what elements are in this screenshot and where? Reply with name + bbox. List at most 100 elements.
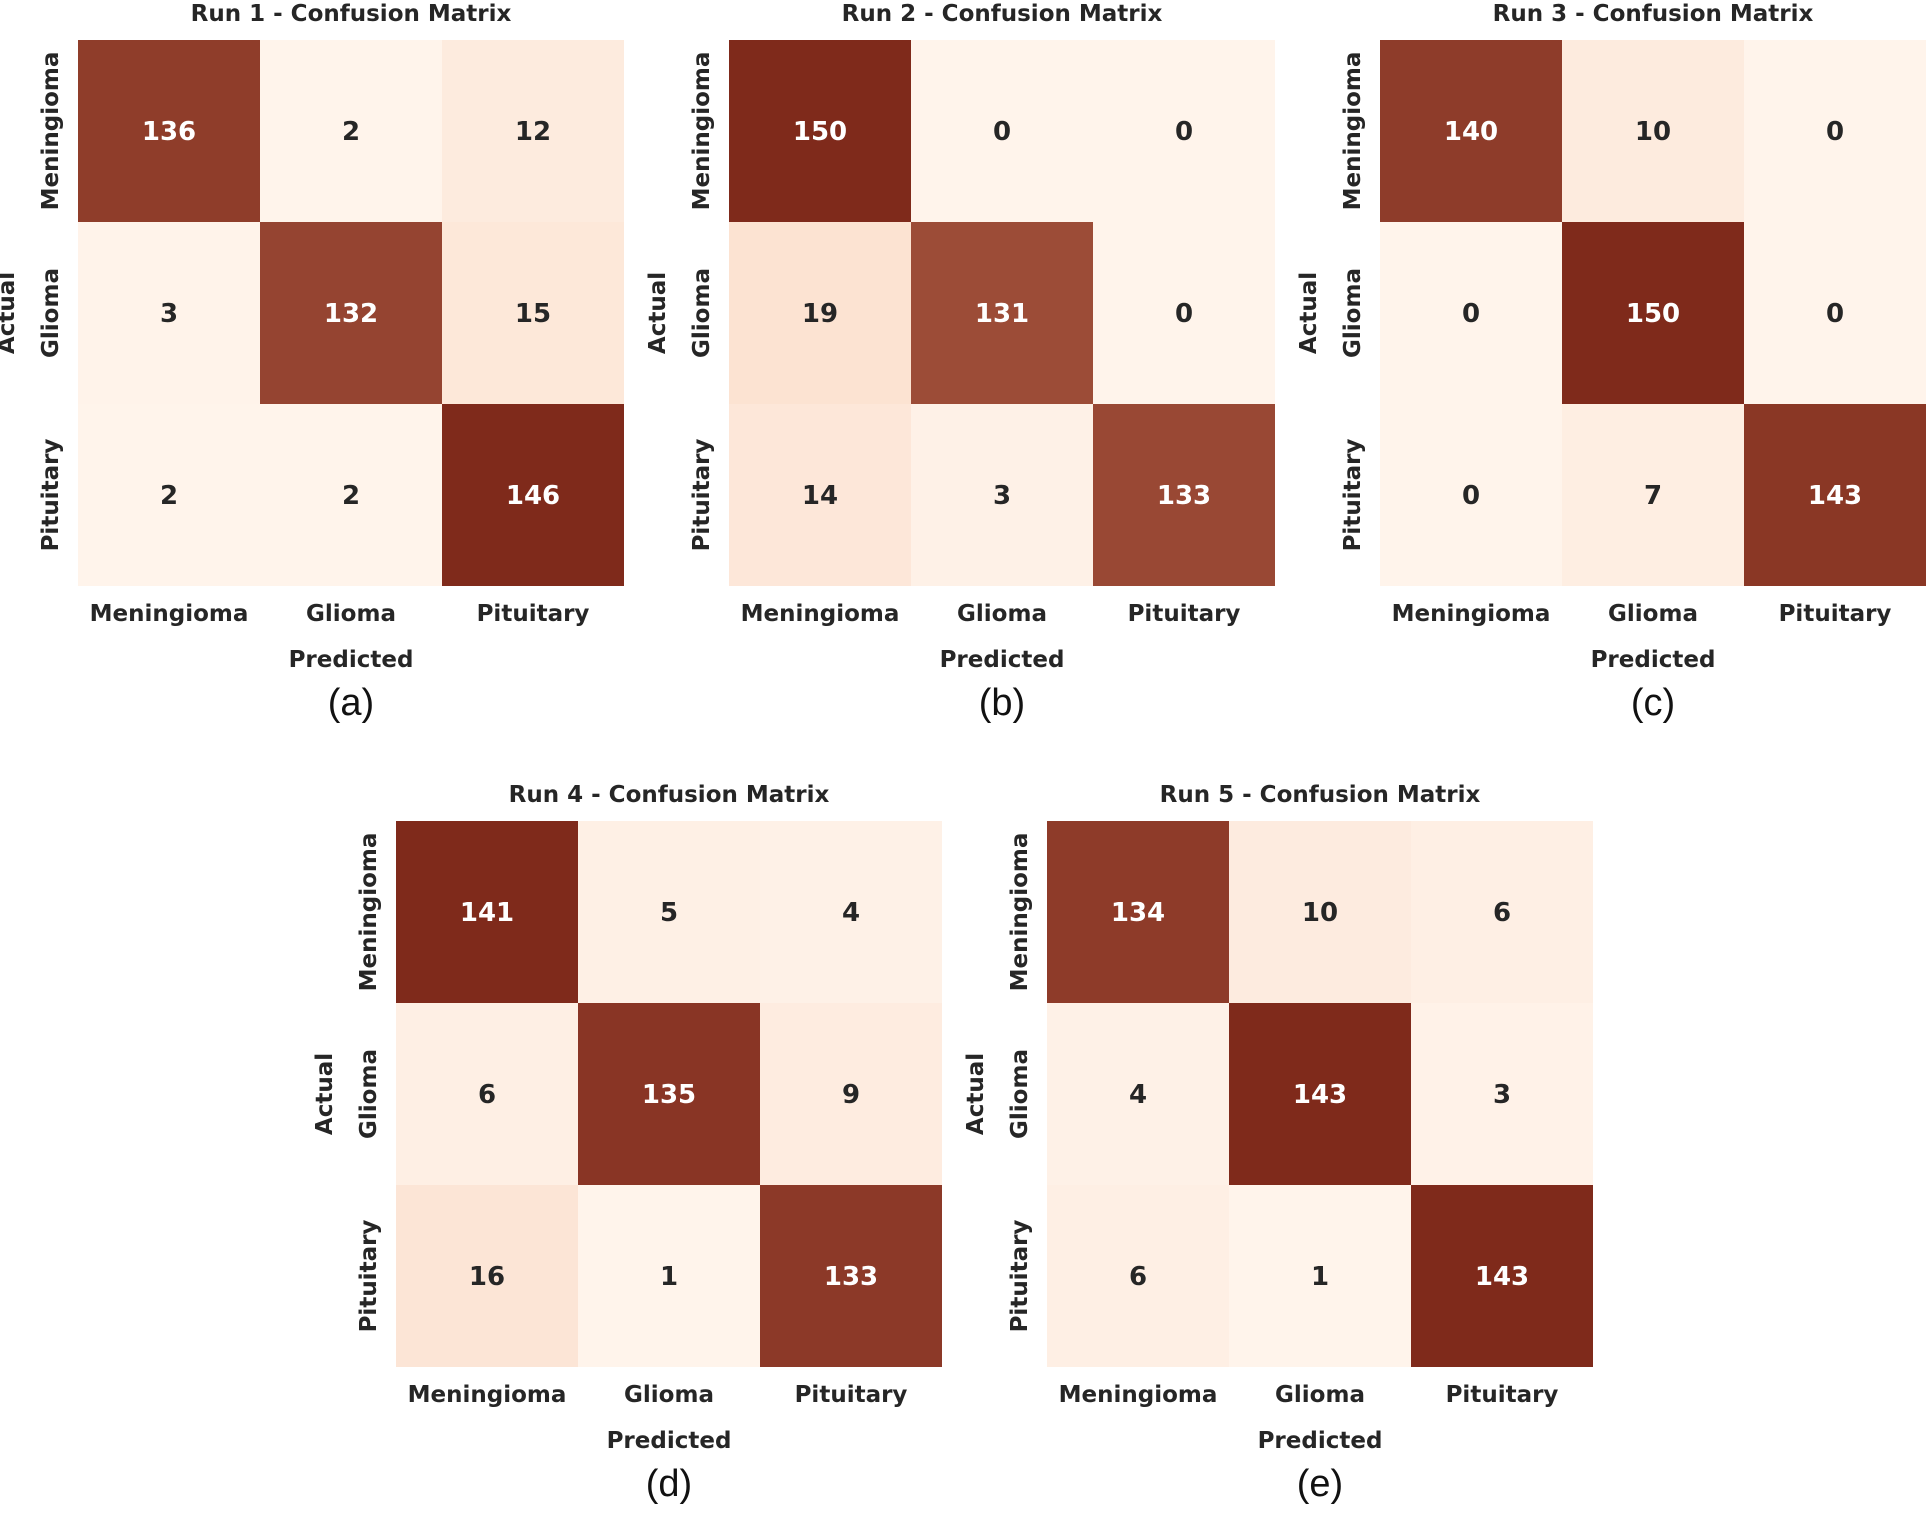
cell-value: 134 bbox=[1111, 898, 1165, 928]
cell-value: 140 bbox=[1444, 117, 1498, 147]
panel-letter: (a) bbox=[328, 682, 374, 724]
heatmap-cell bbox=[78, 404, 260, 586]
panel-title: Run 1 - Confusion Matrix bbox=[191, 1, 512, 27]
x-tick-label: Pituitary bbox=[477, 601, 590, 627]
panel-letter: (c) bbox=[1631, 682, 1675, 724]
heatmap-cell bbox=[911, 40, 1093, 222]
heatmap-cell bbox=[1380, 404, 1562, 586]
cell-value: 143 bbox=[1808, 481, 1862, 511]
cell-value: 131 bbox=[975, 299, 1029, 329]
cell-value: 135 bbox=[642, 1080, 696, 1110]
heatmap-cell bbox=[78, 40, 260, 222]
cell-value: 2 bbox=[342, 117, 360, 147]
cell-value: 150 bbox=[1626, 299, 1680, 329]
heatmap-cell bbox=[760, 1185, 942, 1367]
cell-value: 2 bbox=[160, 481, 178, 511]
panel-title: Run 4 - Confusion Matrix bbox=[509, 782, 830, 808]
panel-2: Run 2 - Confusion Matrix 150 0 0 19 131 0 14 3 13… bbox=[645, 1, 1275, 724]
heatmap-cell bbox=[1562, 404, 1744, 586]
heatmap-cell bbox=[1093, 40, 1275, 222]
x-tick-label: Glioma bbox=[957, 601, 1047, 627]
cell-value: 150 bbox=[793, 117, 847, 147]
heatmap-cell bbox=[396, 1003, 578, 1185]
heatmap-cell bbox=[1744, 222, 1926, 404]
heatmap-cell bbox=[1229, 1185, 1411, 1367]
heatmap-cell bbox=[1229, 821, 1411, 1003]
cell-value: 143 bbox=[1475, 1262, 1529, 1292]
y-tick-label: Meningioma bbox=[1007, 833, 1033, 992]
y-tick-label: Meningioma bbox=[356, 833, 382, 992]
heatmap-cell bbox=[1411, 1185, 1593, 1367]
panel-title: Run 3 - Confusion Matrix bbox=[1493, 1, 1814, 27]
panel-letter: (e) bbox=[1297, 1463, 1343, 1505]
x-tick-label: Meningioma bbox=[408, 1382, 567, 1408]
x-tick-label: Meningioma bbox=[1059, 1382, 1218, 1408]
cell-value: 4 bbox=[842, 898, 860, 928]
heatmap-cell bbox=[260, 404, 442, 586]
y-axis-label: Actual bbox=[645, 272, 671, 354]
heatmap-cell bbox=[729, 222, 911, 404]
heatmap-cell bbox=[1047, 821, 1229, 1003]
cell-value: 141 bbox=[460, 898, 514, 928]
heatmap-cell bbox=[578, 821, 760, 1003]
heatmap-cell bbox=[442, 40, 624, 222]
heatmap-cell bbox=[578, 1185, 760, 1367]
cell-value: 0 bbox=[1462, 481, 1480, 511]
x-tick-label: Glioma bbox=[1608, 601, 1698, 627]
cell-value: 3 bbox=[993, 481, 1011, 511]
cell-value: 0 bbox=[1175, 299, 1193, 329]
panel-letter: (b) bbox=[979, 682, 1025, 724]
heatmap-cell bbox=[1744, 404, 1926, 586]
cell-value: 19 bbox=[802, 299, 838, 329]
cell-value: 0 bbox=[993, 117, 1011, 147]
cell-value: 3 bbox=[1493, 1080, 1511, 1110]
panel-letter: (d) bbox=[646, 1463, 692, 1505]
heatmap-cell bbox=[578, 1003, 760, 1185]
cell-value: 6 bbox=[478, 1080, 496, 1110]
cell-value: 6 bbox=[1129, 1262, 1147, 1292]
x-tick-label: Pituitary bbox=[795, 1382, 908, 1408]
heatmap-cell bbox=[1380, 40, 1562, 222]
heatmap-cell bbox=[1411, 1003, 1593, 1185]
y-axis-label: Actual bbox=[0, 272, 20, 354]
heatmap-cell bbox=[1229, 1003, 1411, 1185]
heatmap-cell bbox=[1093, 404, 1275, 586]
y-tick-label: Glioma bbox=[356, 1049, 382, 1139]
x-axis-label: Predicted bbox=[1591, 647, 1716, 673]
heatmap-cell bbox=[760, 821, 942, 1003]
x-tick-label: Pituitary bbox=[1779, 601, 1892, 627]
cell-value: 10 bbox=[1635, 117, 1671, 147]
cell-value: 3 bbox=[160, 299, 178, 329]
heatmap-cell bbox=[1093, 222, 1275, 404]
panel-4: Run 4 - Confusion Matrix 141 5 4 6 135 9 16 1 133… bbox=[312, 782, 942, 1505]
panel-title: Run 2 - Confusion Matrix bbox=[842, 1, 1163, 27]
heatmap-cell bbox=[260, 222, 442, 404]
heatmap-cell bbox=[260, 40, 442, 222]
y-axis-label: Actual bbox=[1296, 272, 1322, 354]
panel-1: Run 1 - Confusion Matrix 136 2 12 3 132 15 2 2 14… bbox=[0, 1, 624, 724]
cell-value: 2 bbox=[342, 481, 360, 511]
cell-value: 143 bbox=[1293, 1080, 1347, 1110]
y-axis-label: Actual bbox=[312, 1053, 338, 1135]
heatmap-cell bbox=[1411, 821, 1593, 1003]
x-tick-label: Glioma bbox=[1275, 1382, 1365, 1408]
cell-value: 6 bbox=[1493, 898, 1511, 928]
cell-value: 0 bbox=[1826, 117, 1844, 147]
cell-value: 0 bbox=[1175, 117, 1193, 147]
cell-value: 10 bbox=[1302, 898, 1338, 928]
x-tick-label: Meningioma bbox=[1392, 601, 1551, 627]
heatmap-cell bbox=[1562, 40, 1744, 222]
heatmap-cell bbox=[911, 404, 1093, 586]
cell-value: 15 bbox=[515, 299, 551, 329]
y-tick-label: Meningioma bbox=[38, 52, 64, 211]
heatmap-cell bbox=[442, 404, 624, 586]
cell-value: 4 bbox=[1129, 1080, 1147, 1110]
panel-title: Run 5 - Confusion Matrix bbox=[1160, 782, 1481, 808]
y-tick-label: Glioma bbox=[1007, 1049, 1033, 1139]
heatmap-cell bbox=[1744, 40, 1926, 222]
heatmap-cell bbox=[1562, 222, 1744, 404]
cell-value: 7 bbox=[1644, 481, 1662, 511]
x-tick-label: Pituitary bbox=[1446, 1382, 1559, 1408]
cell-value: 0 bbox=[1462, 299, 1480, 329]
cell-value: 0 bbox=[1826, 299, 1844, 329]
